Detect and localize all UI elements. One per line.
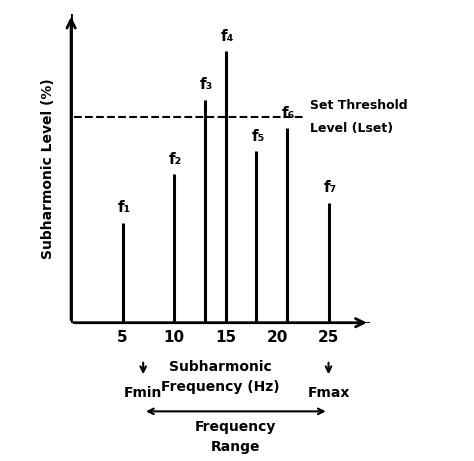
- Text: f₅: f₅: [251, 129, 264, 144]
- Text: f₄: f₄: [220, 29, 234, 44]
- Text: f₃: f₃: [200, 77, 213, 93]
- Text: f₆: f₆: [282, 106, 296, 121]
- Text: Fmax: Fmax: [307, 385, 350, 400]
- Text: Subharmonic Level (%): Subharmonic Level (%): [41, 78, 55, 259]
- Text: f₁: f₁: [118, 201, 131, 215]
- Text: f₇: f₇: [323, 180, 337, 195]
- Text: Range: Range: [211, 440, 261, 454]
- Text: Level (Lset): Level (Lset): [310, 122, 393, 135]
- Text: Frequency (Hz): Frequency (Hz): [161, 380, 280, 394]
- Text: Set Threshold: Set Threshold: [310, 99, 408, 112]
- Text: f₂: f₂: [169, 152, 182, 167]
- Text: Fmin: Fmin: [124, 385, 163, 400]
- Text: Subharmonic: Subharmonic: [169, 360, 272, 374]
- Text: Frequency: Frequency: [195, 420, 276, 434]
